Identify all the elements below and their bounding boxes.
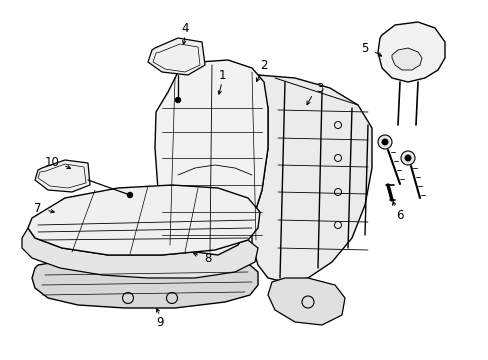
Text: 1: 1: [218, 68, 225, 81]
Circle shape: [127, 193, 132, 198]
Text: 3: 3: [316, 81, 323, 95]
Polygon shape: [391, 48, 421, 70]
Text: 8: 8: [204, 252, 211, 265]
Circle shape: [377, 135, 391, 149]
Polygon shape: [148, 38, 204, 75]
Polygon shape: [377, 22, 444, 82]
Polygon shape: [155, 60, 267, 255]
Circle shape: [404, 154, 411, 162]
Text: 7: 7: [34, 202, 41, 215]
Text: 5: 5: [361, 41, 368, 54]
Polygon shape: [28, 185, 260, 255]
Text: 10: 10: [44, 156, 60, 168]
Text: 6: 6: [395, 208, 403, 221]
Circle shape: [175, 98, 180, 103]
Polygon shape: [38, 164, 86, 188]
Polygon shape: [267, 278, 345, 325]
Polygon shape: [153, 44, 200, 72]
Polygon shape: [251, 75, 371, 282]
Polygon shape: [22, 228, 258, 278]
Polygon shape: [32, 258, 258, 308]
Text: 9: 9: [156, 315, 163, 328]
Polygon shape: [35, 160, 90, 192]
Circle shape: [400, 151, 414, 165]
Text: 2: 2: [260, 59, 267, 72]
Text: 4: 4: [181, 22, 188, 35]
Circle shape: [381, 139, 387, 145]
